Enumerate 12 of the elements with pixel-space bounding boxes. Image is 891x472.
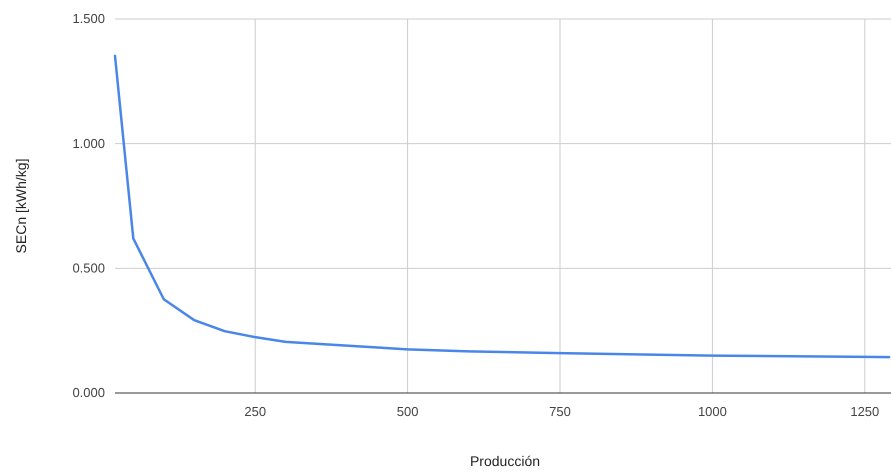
y-tick-label: 1.000: [72, 136, 105, 151]
y-tick-label: 0.000: [72, 385, 105, 400]
x-tick-label: 1250: [850, 404, 880, 420]
x-tick-label: 750: [549, 404, 571, 420]
line-series: [114, 54, 890, 358]
x-tick-label: 1000: [698, 404, 727, 420]
y-tick-label: 0.500: [72, 260, 105, 276]
y-axis-title: SECn [kWh/kg]: [13, 158, 29, 254]
y-tick-label: 1.500: [72, 11, 105, 26]
x-axis-title: Producción: [470, 453, 540, 469]
x-tick-label: 500: [396, 404, 418, 420]
x-tick-label: 250: [244, 404, 266, 420]
